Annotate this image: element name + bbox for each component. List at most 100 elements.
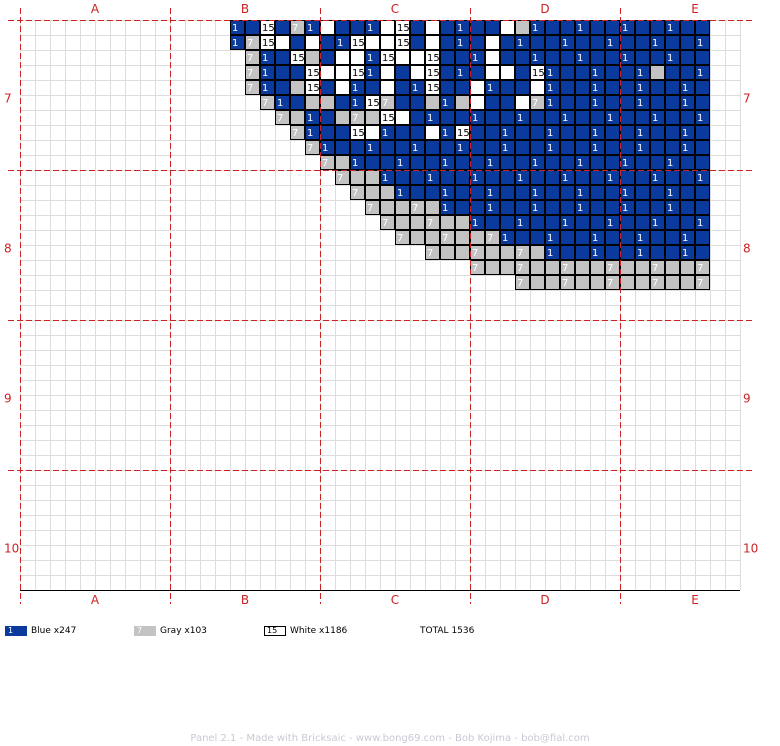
- mosaic-brick: [680, 35, 695, 50]
- mosaic-brick: [305, 80, 320, 95]
- mosaic-brick: [380, 65, 395, 80]
- mosaic-brick: [545, 275, 560, 290]
- mosaic-brick: [635, 50, 650, 65]
- mosaic-brick: [350, 110, 365, 125]
- brick-symbol: 1: [592, 128, 598, 139]
- brick-symbol: 7: [607, 263, 613, 274]
- mosaic-brick: [515, 260, 530, 275]
- mosaic-brick: [425, 215, 440, 230]
- mosaic-brick: [605, 20, 620, 35]
- mosaic-brick: [320, 80, 335, 95]
- brick-symbol: 1: [412, 83, 418, 94]
- mosaic-brick: [500, 245, 515, 260]
- mosaic-brick: [245, 65, 260, 80]
- mosaic-brick: [605, 125, 620, 140]
- brick-symbol: 1: [517, 173, 523, 184]
- mosaic-brick: [305, 35, 320, 50]
- mosaic-brick: [440, 50, 455, 65]
- mosaic-brick: [485, 245, 500, 260]
- mosaic-brick: [455, 140, 470, 155]
- mosaic-brick: [500, 110, 515, 125]
- mosaic-brick: [350, 65, 365, 80]
- brick-symbol: 1: [442, 203, 448, 214]
- mosaic-brick: [500, 185, 515, 200]
- column-label-bottom: D: [540, 593, 549, 607]
- brick-symbol: 1: [502, 233, 508, 244]
- mosaic-brick: [395, 125, 410, 140]
- brick-symbol: 1: [532, 158, 538, 169]
- brick-symbol: 1: [682, 83, 688, 94]
- mosaic-brick: [335, 155, 350, 170]
- mosaic-brick: [335, 20, 350, 35]
- mosaic-brick: [575, 230, 590, 245]
- brick-symbol: 1: [622, 158, 628, 169]
- brick-symbol: 7: [352, 113, 358, 124]
- mosaic-brick: [410, 170, 425, 185]
- mosaic-brick: [695, 185, 710, 200]
- mosaic-brick: [410, 140, 425, 155]
- mosaic-brick: [560, 260, 575, 275]
- row-label-left: 7: [4, 92, 12, 106]
- mosaic-brick: [635, 275, 650, 290]
- mosaic-brick: [620, 170, 635, 185]
- brick-symbol: 1: [487, 158, 493, 169]
- mosaic-brick: [440, 110, 455, 125]
- mosaic-brick: [650, 275, 665, 290]
- mosaic-brick: [605, 65, 620, 80]
- mosaic-brick: [545, 245, 560, 260]
- mosaic-brick: [515, 125, 530, 140]
- mosaic-brick: [395, 155, 410, 170]
- legend-white-swatch: 15: [264, 626, 286, 636]
- mosaic-brick: [455, 170, 470, 185]
- mosaic-brick: [590, 215, 605, 230]
- brick-symbol: 1: [442, 128, 448, 139]
- brick-symbol: 1: [667, 188, 673, 199]
- mosaic-brick: [680, 80, 695, 95]
- brick-symbol: 7: [382, 98, 388, 109]
- brick-symbol: 1: [517, 218, 523, 229]
- mosaic-brick: [470, 230, 485, 245]
- mosaic-brick: [575, 155, 590, 170]
- mosaic-brick: [530, 215, 545, 230]
- mosaic-brick: [350, 140, 365, 155]
- mosaic-brick: [455, 80, 470, 95]
- mosaic-brick: [665, 170, 680, 185]
- mosaic-brick: [440, 215, 455, 230]
- brick-symbol: 1: [472, 173, 478, 184]
- brick-symbol: 15: [532, 68, 545, 79]
- mosaic-brick: [275, 65, 290, 80]
- mosaic-brick: [395, 65, 410, 80]
- mosaic-brick: [665, 200, 680, 215]
- mosaic-brick: [575, 260, 590, 275]
- mosaic-brick: [350, 35, 365, 50]
- brick-symbol: 1: [502, 143, 508, 154]
- brick-symbol: 7: [292, 128, 298, 139]
- brick-symbol: 1: [637, 248, 643, 259]
- mosaic-brick: [410, 50, 425, 65]
- mosaic-brick: [665, 155, 680, 170]
- legend-gray-swatch: 7: [134, 626, 156, 636]
- mosaic-brick: [485, 170, 500, 185]
- mosaic-brick: [695, 110, 710, 125]
- mosaic-brick: [515, 95, 530, 110]
- mosaic-brick: [515, 35, 530, 50]
- mosaic-brick: [485, 155, 500, 170]
- brick-symbol: 15: [367, 98, 380, 109]
- mosaic-brick: [425, 200, 440, 215]
- mosaic-brick: [575, 200, 590, 215]
- mosaic-brick: [260, 35, 275, 50]
- mosaic-brick: [350, 95, 365, 110]
- brick-symbol: 1: [307, 128, 313, 139]
- mosaic-brick: [575, 125, 590, 140]
- brick-symbol: 15: [292, 53, 305, 64]
- legend-blue-count: x247: [53, 626, 77, 636]
- brick-symbol: 1: [667, 203, 673, 214]
- mosaic-brick: [515, 50, 530, 65]
- brick-symbol: 1: [562, 173, 568, 184]
- brick-symbol: 1: [412, 143, 418, 154]
- mosaic-brick: [485, 65, 500, 80]
- brick-symbol: 15: [427, 83, 440, 94]
- mosaic-brick: [590, 125, 605, 140]
- mosaic-brick: [605, 260, 620, 275]
- brick-symbol: 1: [532, 203, 538, 214]
